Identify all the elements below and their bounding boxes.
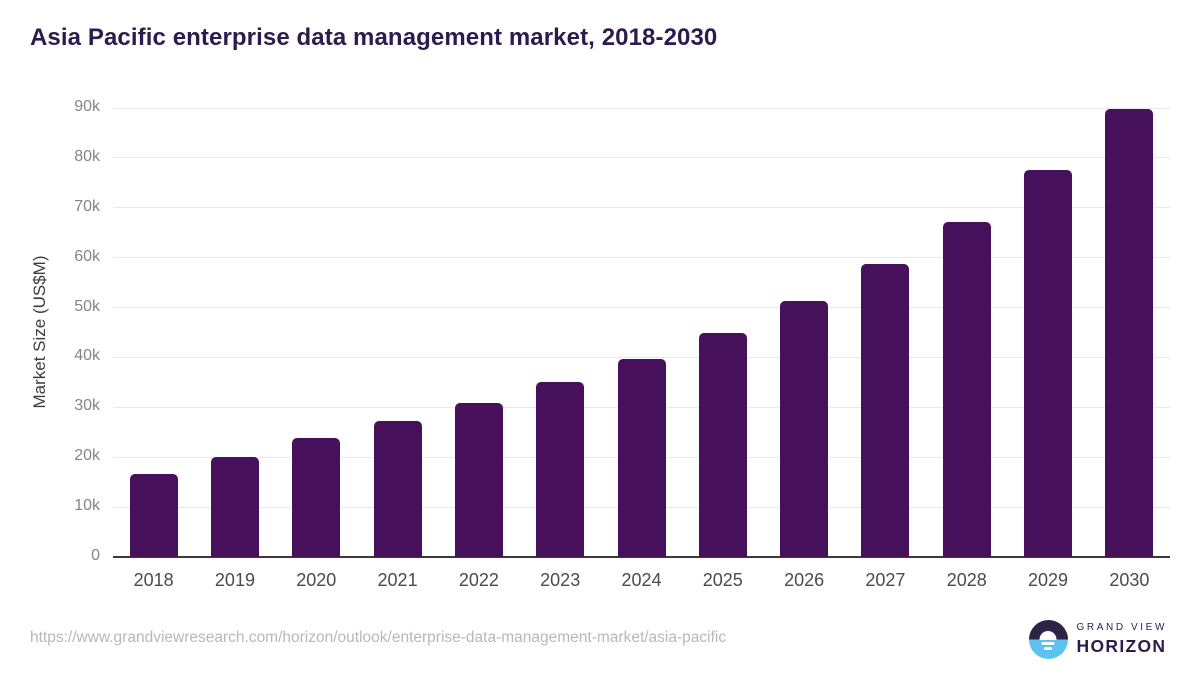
x-tick-label-2026: 2026 bbox=[784, 570, 825, 590]
gridline-40k bbox=[113, 356, 1170, 358]
sun-shape bbox=[1039, 631, 1057, 640]
bar-2023[interactable] bbox=[536, 382, 585, 557]
bar-2020[interactable] bbox=[292, 437, 341, 557]
bar-2030[interactable] bbox=[1105, 109, 1154, 557]
x-tick-label-2025: 2025 bbox=[702, 570, 743, 590]
y-tick-label-10k: 10k bbox=[74, 497, 100, 515]
gridline-60k bbox=[113, 257, 1170, 259]
bar-2027[interactable] bbox=[861, 264, 910, 557]
bar-2022[interactable] bbox=[454, 403, 503, 557]
x-tick-label-2024: 2024 bbox=[621, 570, 662, 590]
x-tick-label-2030: 2030 bbox=[1109, 570, 1150, 590]
reflection-dash bbox=[1041, 642, 1055, 645]
logo-text-horizon: HORIZON bbox=[1076, 636, 1167, 656]
x-tick-label-2018: 2018 bbox=[133, 570, 174, 590]
y-tick-label-0: 0 bbox=[91, 547, 100, 564]
chart-title: Asia Pacific enterprise data management … bbox=[30, 24, 718, 51]
y-tick-label-60k: 60k bbox=[74, 247, 100, 265]
gridline-80k bbox=[113, 157, 1170, 159]
y-tick-label-40k: 40k bbox=[74, 347, 100, 365]
gridline-70k bbox=[113, 207, 1170, 209]
x-tick-label-2028: 2028 bbox=[946, 570, 987, 590]
bar-2018[interactable] bbox=[129, 473, 178, 557]
grand-view-horizon-logo: GRAND VIEW HORIZON bbox=[1028, 620, 1167, 659]
horizon-sunrise-icon bbox=[1028, 620, 1068, 659]
y-tick-label-20k: 20k bbox=[74, 447, 100, 465]
bar-2019[interactable] bbox=[210, 456, 259, 557]
x-tick-label-2027: 2027 bbox=[865, 570, 906, 590]
reflection-dash bbox=[1044, 647, 1053, 650]
bar-2028[interactable] bbox=[942, 222, 991, 557]
x-tick-label-2022: 2022 bbox=[458, 570, 499, 590]
bar-2029[interactable] bbox=[1024, 170, 1073, 557]
y-tick-label-50k: 50k bbox=[74, 297, 100, 315]
x-tick-label-2020: 2020 bbox=[296, 570, 337, 590]
y-axis-title: Market Size (US$M) bbox=[30, 255, 49, 409]
x-tick-label-2029: 2029 bbox=[1028, 570, 1069, 590]
y-tick-label-70k: 70k bbox=[74, 197, 100, 215]
bar-2025[interactable] bbox=[698, 332, 747, 557]
source-url: https://www.grandviewresearch.com/horizo… bbox=[30, 629, 727, 646]
x-tick-label-2019: 2019 bbox=[214, 570, 255, 590]
x-tick-label-2023: 2023 bbox=[540, 570, 581, 590]
x-axis-line bbox=[113, 556, 1170, 558]
bar-2024[interactable] bbox=[617, 359, 666, 557]
logo-text-grand-view: GRAND VIEW bbox=[1076, 622, 1167, 633]
bar-2026[interactable] bbox=[780, 301, 829, 557]
y-tick-label-90k: 90k bbox=[74, 98, 100, 115]
gridline-90k bbox=[113, 107, 1170, 109]
logo-wordmark: GRAND VIEW HORIZON bbox=[1077, 622, 1167, 657]
y-tick-label-80k: 80k bbox=[74, 147, 100, 165]
y-tick-label-30k: 30k bbox=[74, 397, 100, 415]
x-tick-label-2021: 2021 bbox=[377, 570, 418, 590]
gridline-50k bbox=[113, 307, 1170, 309]
bar-2021[interactable] bbox=[373, 421, 422, 557]
